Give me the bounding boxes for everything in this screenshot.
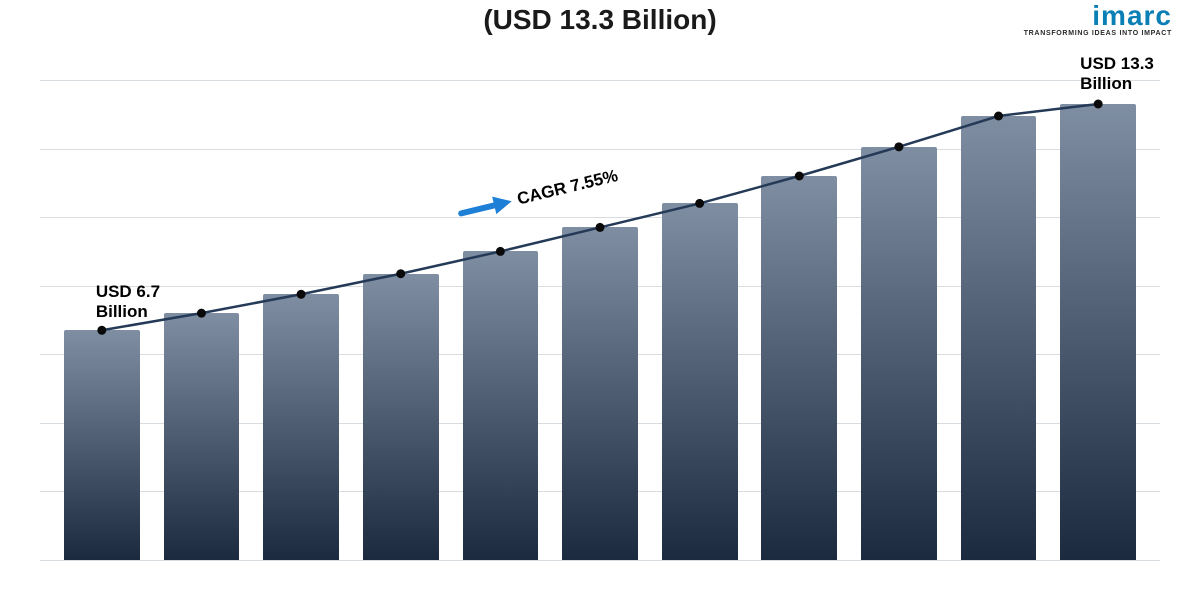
- brand-logo-tagline: TRANSFORMING IDEAS INTO IMPACT: [1024, 30, 1172, 37]
- chart-title-text: (USD 13.3 Billion): [483, 4, 716, 35]
- plot-region: USD 6.7 Billion USD 13.3 Billion CAGR 7.…: [40, 80, 1160, 560]
- trend-marker: [695, 199, 704, 208]
- trend-marker: [994, 112, 1003, 121]
- trend-marker: [496, 247, 505, 256]
- trend-marker: [894, 142, 903, 151]
- trend-marker: [197, 309, 206, 318]
- brand-logo-main: imarc: [1024, 2, 1172, 30]
- gridline: [40, 560, 1160, 561]
- trend-marker: [97, 326, 106, 335]
- end-value-l2: Billion: [1080, 74, 1132, 93]
- trend-marker: [795, 172, 804, 181]
- trend-marker: [396, 269, 405, 278]
- start-value-l2: Billion: [96, 302, 148, 321]
- end-value-label: USD 13.3 Billion: [1080, 54, 1154, 93]
- trend-marker: [297, 290, 306, 299]
- trend-marker: [596, 223, 605, 232]
- chart-title: (USD 13.3 Billion): [0, 4, 1200, 36]
- trend-line: [40, 80, 1160, 560]
- start-value-label: USD 6.7 Billion: [96, 282, 160, 321]
- end-value-l1: USD 13.3: [1080, 54, 1154, 73]
- start-value-l1: USD 6.7: [96, 282, 160, 301]
- chart-area: USD 6.7 Billion USD 13.3 Billion CAGR 7.…: [40, 80, 1160, 560]
- trend-marker: [1094, 100, 1103, 109]
- trend-line-path: [102, 104, 1098, 330]
- brand-logo: imarc TRANSFORMING IDEAS INTO IMPACT: [1024, 2, 1172, 37]
